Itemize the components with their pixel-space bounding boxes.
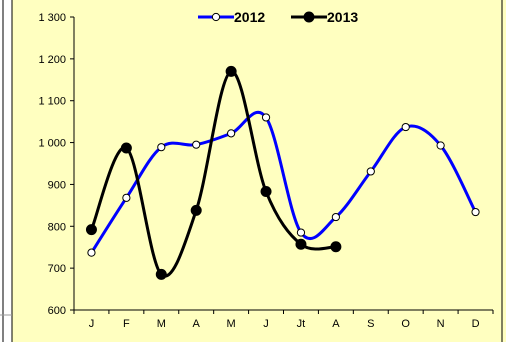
x-tick-label: A bbox=[332, 318, 340, 330]
data-point-2013 bbox=[120, 142, 132, 154]
x-tick-label: F bbox=[123, 318, 130, 330]
data-point-2012 bbox=[401, 122, 410, 132]
data-point-2012 bbox=[366, 167, 375, 176]
data-point-2013 bbox=[190, 204, 202, 216]
y-tick-label: 1 100 bbox=[38, 96, 66, 108]
data-point-2012 bbox=[296, 228, 306, 237]
data-point-2012 bbox=[87, 248, 96, 257]
data-point-2013 bbox=[295, 238, 307, 250]
legend-label-2013: 2013 bbox=[327, 9, 358, 25]
data-point-2012 bbox=[192, 140, 201, 149]
data-point-2012 bbox=[261, 113, 271, 122]
data-point-2013 bbox=[225, 65, 237, 77]
y-tick-label: 1 000 bbox=[38, 138, 66, 150]
data-point-2012 bbox=[227, 129, 236, 138]
data-point-2012 bbox=[436, 141, 445, 150]
data-point-2013 bbox=[155, 268, 167, 280]
data-point-2012 bbox=[471, 207, 480, 217]
legend: 2012 2013 bbox=[198, 9, 358, 25]
x-tick-label: O bbox=[401, 318, 410, 330]
y-tick-label: 700 bbox=[48, 263, 66, 275]
y-tick-label: 900 bbox=[48, 179, 66, 191]
x-tick-label: N bbox=[437, 318, 445, 330]
x-tick-label: S bbox=[367, 318, 374, 330]
data-point-2012 bbox=[331, 212, 340, 222]
legend-label-2012: 2012 bbox=[234, 9, 265, 25]
legend-marker-2013 bbox=[303, 11, 315, 23]
x-tick-label: M bbox=[227, 318, 236, 330]
x-axis-ticks: J F M A M J Jt A S O N D bbox=[73, 310, 494, 330]
y-tick-label: 600 bbox=[48, 305, 66, 317]
x-tick-label: J bbox=[89, 318, 95, 330]
y-tick-label: 800 bbox=[48, 221, 66, 233]
series-markers bbox=[85, 65, 480, 280]
y-tick-label: 1 300 bbox=[38, 12, 66, 24]
data-point-2012 bbox=[157, 143, 166, 152]
data-point-2013 bbox=[330, 241, 342, 253]
y-axis-ticks: 600 700 800 900 1 000 1 100 1 200 1 300 bbox=[38, 12, 74, 317]
y-tick-label: 1 200 bbox=[38, 54, 66, 66]
data-point-2013 bbox=[85, 224, 97, 236]
data-point-2012 bbox=[122, 193, 131, 202]
data-point-2013 bbox=[260, 186, 272, 198]
x-tick-label: A bbox=[193, 318, 201, 330]
legend-marker-2012 bbox=[211, 12, 221, 22]
x-tick-label: Jt bbox=[297, 318, 306, 330]
x-tick-label: D bbox=[472, 318, 480, 330]
x-tick-label: J bbox=[263, 318, 269, 330]
x-tick-label: M bbox=[157, 318, 166, 330]
